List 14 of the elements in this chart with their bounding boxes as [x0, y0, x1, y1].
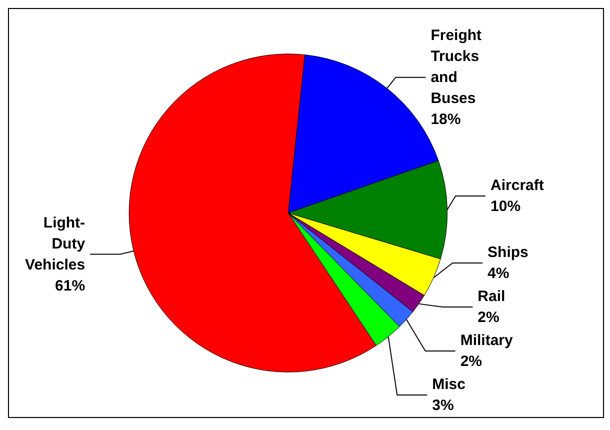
data-label: 61%	[55, 277, 86, 294]
slice-label: Military	[460, 332, 514, 349]
data-label: 10%	[490, 198, 521, 216]
data-label: 2%	[460, 353, 482, 370]
slice-label: Freight Trucks and Buses	[430, 26, 482, 107]
slice-label: Rail	[478, 288, 506, 305]
slice-label: Misc	[432, 376, 466, 393]
slice-label: Ships	[488, 244, 528, 261]
data-label: 3%	[432, 397, 454, 414]
slice-label: Aircraft	[490, 177, 544, 194]
data-label: 18%	[430, 110, 461, 128]
slice-label: Light-Duty Vehicles	[25, 214, 86, 274]
data-label: 2%	[478, 309, 500, 326]
data-label: 4%	[488, 265, 510, 282]
